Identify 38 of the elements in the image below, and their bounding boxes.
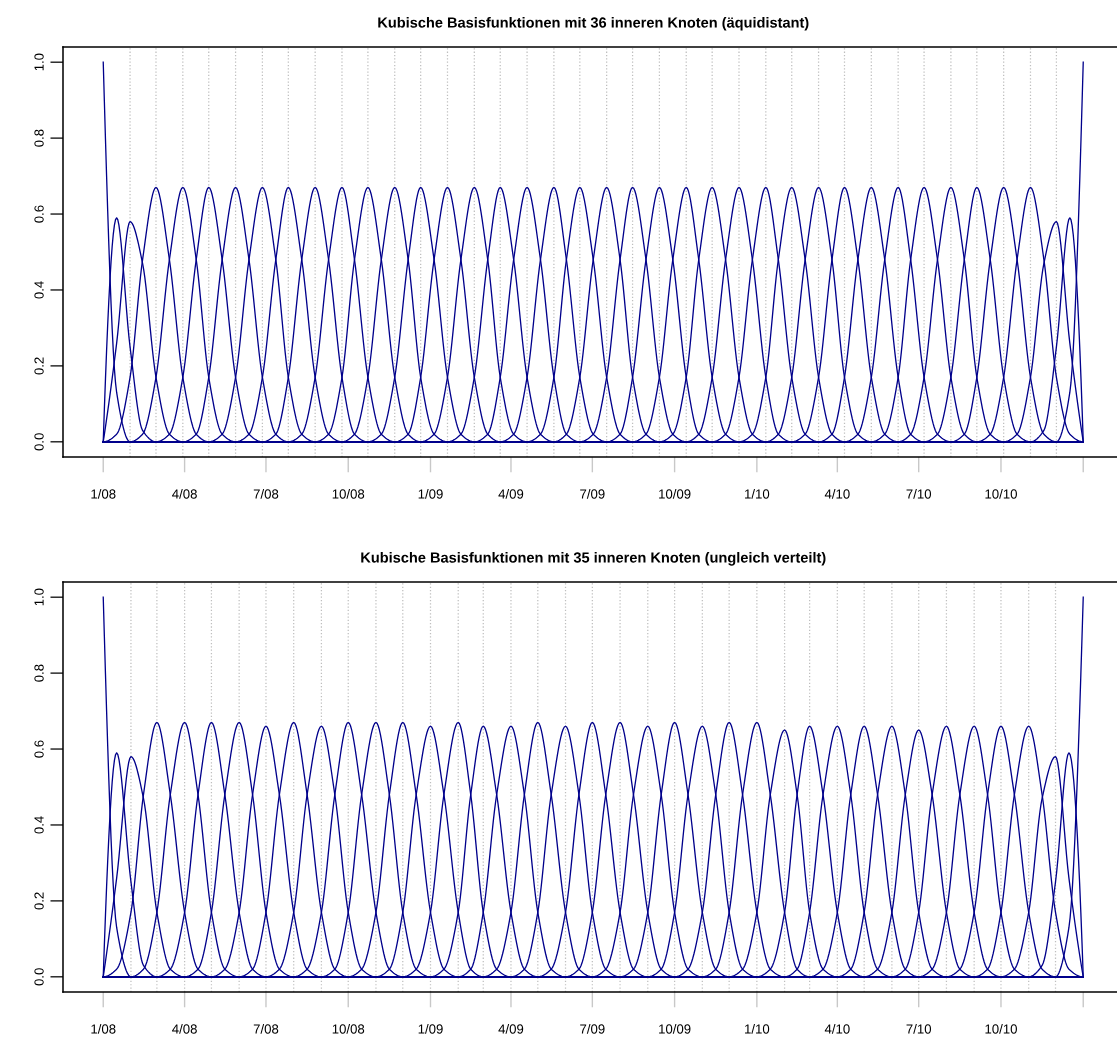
x-tick-label: 10/10 — [985, 488, 1017, 499]
y-tick-label: 1.0 — [34, 53, 44, 71]
y-tick-label: 0.2 — [34, 892, 44, 910]
x-tick-label: 4/10 — [824, 488, 850, 499]
x-tick-label: 10/10 — [985, 1023, 1017, 1034]
y-tick-label: 0.0 — [34, 968, 44, 986]
x-tick-label: 1/09 — [418, 1023, 443, 1034]
chart-title: Kubische Basisfunktionen mit 35 inneren Knoten (ungleich verteilt) — [361, 551, 826, 566]
x-tick-label: 7/09 — [580, 1023, 605, 1034]
x-tick-label: 7/10 — [906, 488, 932, 499]
y-tick-label: 1.0 — [34, 588, 44, 606]
x-tick-label: 4/10 — [824, 1023, 850, 1034]
y-tick-label: 0.6 — [34, 740, 44, 758]
x-tick-label: 7/08 — [253, 488, 279, 499]
x-tick-label: 10/09 — [659, 1023, 691, 1034]
x-tick-label: 4/09 — [498, 488, 524, 499]
y-tick-label: 0.2 — [34, 357, 44, 375]
y-tick-label: 0.4 — [34, 281, 44, 299]
x-tick-label: 1/09 — [418, 488, 443, 499]
x-tick-label: 10/08 — [332, 488, 365, 499]
x-tick-label: 7/08 — [253, 1023, 279, 1034]
y-tick-label: 0.8 — [34, 129, 44, 147]
x-tick-label: 1/08 — [91, 488, 116, 499]
x-tick-label: 7/10 — [906, 1023, 932, 1034]
x-tick-label: 4/08 — [172, 488, 197, 499]
chart-title: Kubische Basisfunktionen mit 36 inneren Knoten (äquidistant) — [378, 16, 809, 31]
y-tick-label: 0.0 — [34, 433, 44, 451]
x-tick-label: 10/08 — [332, 1023, 365, 1034]
x-tick-label: 7/09 — [580, 488, 605, 499]
x-tick-label: 4/08 — [172, 1023, 197, 1034]
y-tick-label: 0.8 — [34, 664, 44, 682]
x-tick-label: 10/09 — [659, 488, 691, 499]
y-tick-label: 0.6 — [34, 205, 44, 223]
y-tick-label: 0.4 — [34, 816, 44, 834]
x-tick-label: 1/10 — [745, 488, 770, 499]
x-tick-label: 1/08 — [91, 1023, 116, 1034]
x-tick-label: 1/10 — [745, 1023, 770, 1034]
x-tick-label: 4/09 — [498, 1023, 524, 1034]
